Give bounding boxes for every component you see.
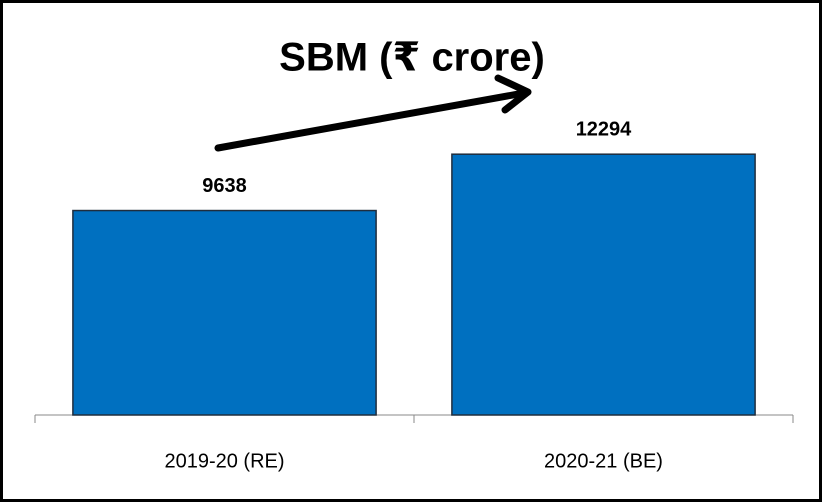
x-tick-label: 2020-21 (BE) xyxy=(544,450,663,472)
trend-arrow xyxy=(214,74,532,152)
data-label: 9638 xyxy=(202,175,247,197)
x-tick-label: 2019-20 (RE) xyxy=(164,450,284,472)
bar xyxy=(451,153,756,416)
data-label: 12294 xyxy=(576,118,632,140)
chart-title: SBM (₹ crore) xyxy=(279,36,545,80)
bar xyxy=(72,209,377,416)
